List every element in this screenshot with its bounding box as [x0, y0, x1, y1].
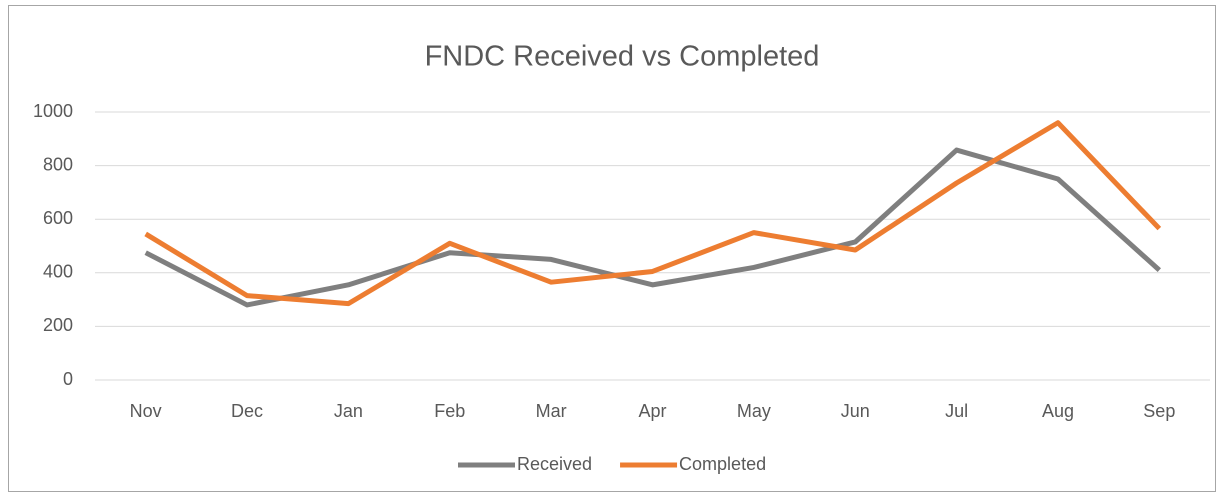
legend-label: Received — [517, 454, 592, 474]
x-tick-label: May — [737, 401, 771, 421]
chart-frame — [8, 5, 1216, 492]
y-tick-label: 1000 — [33, 101, 73, 121]
x-tick-label: Aug — [1042, 401, 1074, 421]
y-tick-label: 600 — [43, 208, 73, 228]
x-tick-label: Jan — [334, 401, 363, 421]
x-tick-label: Apr — [638, 401, 666, 421]
x-tick-label: Mar — [536, 401, 567, 421]
x-tick-label: Nov — [130, 401, 162, 421]
line-series — [144, 120, 1162, 307]
x-tick-label: Sep — [1143, 401, 1175, 421]
y-tick-label: 200 — [43, 315, 73, 335]
line-series — [144, 147, 1161, 308]
y-tick-label: 800 — [43, 154, 73, 174]
x-tick-label: Feb — [434, 401, 465, 421]
chart-title: FNDC Received vs Completed — [425, 41, 820, 73]
y-tick-label: 0 — [63, 369, 73, 389]
x-tick-label: Dec — [231, 401, 263, 421]
legend-label: Completed — [679, 454, 766, 474]
y-tick-label: 400 — [43, 262, 73, 282]
x-tick-label: Jun — [841, 401, 870, 421]
x-tick-label: Jul — [945, 401, 968, 421]
